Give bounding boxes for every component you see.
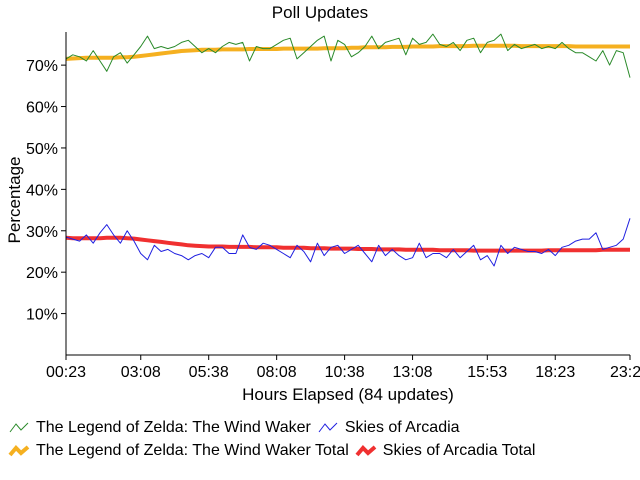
x-axis-label: Hours Elapsed (84 updates): [242, 385, 454, 404]
legend-item-zelda: The Legend of Zelda: The Wind Waker: [8, 419, 311, 437]
x-tick-label: 23:23: [610, 364, 640, 381]
x-tick-label: 15:53: [467, 364, 507, 381]
y-tick-label: 10%: [26, 307, 58, 324]
series-layer: [65, 33, 631, 267]
series-line-skies-total: [65, 235, 630, 253]
legend-swatch-skies-total: [355, 444, 377, 456]
series-line-zelda-total: [65, 43, 630, 61]
legend-swatch-skies: [318, 422, 338, 432]
legend-label-skies-total: Skies of Arcadia Total: [382, 441, 536, 459]
legend-item-zelda-total: The Legend of Zelda: The Wind Waker Tota…: [8, 442, 349, 460]
legend-row: The Legend of Zelda: The Wind Waker Tota…: [8, 439, 638, 462]
y-tick-label: 50%: [26, 141, 58, 158]
y-tick-label: 20%: [26, 265, 58, 282]
x-tick-label: 13:08: [393, 364, 433, 381]
chart-title: Poll Updates: [272, 3, 368, 22]
legend-item-skies-total: Skies of Arcadia Total: [355, 441, 536, 460]
legend-row: The Legend of Zelda: The Wind Waker Skie…: [8, 416, 638, 439]
x-axis-ticks: 00:23 03:08 05:38 08:08 10:38 13:08 15:53 18:23…: [46, 355, 640, 381]
x-tick-label: 03:08: [121, 364, 161, 381]
x-tick-label: 05:38: [189, 364, 229, 381]
legend-item-skies: Skies of Arcadia: [317, 419, 460, 437]
y-axis-ticks: 10% 20% 30% 40% 50% 60% 70%: [26, 58, 66, 324]
y-tick-label: 40%: [26, 182, 58, 199]
y-tick-label: 70%: [26, 58, 58, 75]
legend-label-skies: Skies of Arcadia: [344, 418, 460, 436]
x-tick-label: 10:38: [325, 364, 365, 381]
x-tick-label: 00:23: [46, 364, 86, 381]
series-line-zelda: [65, 33, 631, 78]
y-tick-label: 60%: [26, 100, 58, 117]
legend-label-zelda: The Legend of Zelda: The Wind Waker: [36, 418, 311, 436]
legend-label-zelda-total: The Legend of Zelda: The Wind Waker Tota…: [36, 441, 349, 459]
legend: The Legend of Zelda: The Wind Waker Skie…: [8, 416, 638, 462]
y-tick-label: 30%: [26, 224, 58, 241]
chart: Poll Updates 10% 20% 30% 40% 50% 60% 70% 00:23…: [5, 3, 640, 404]
legend-swatch-zelda-total: [8, 444, 30, 456]
x-tick-label: 18:23: [535, 364, 575, 381]
x-tick-label: 08:08: [257, 364, 297, 381]
series-line-skies: [65, 218, 631, 267]
legend-swatch-zelda: [9, 422, 29, 432]
y-axis-label: Percentage: [5, 157, 24, 244]
